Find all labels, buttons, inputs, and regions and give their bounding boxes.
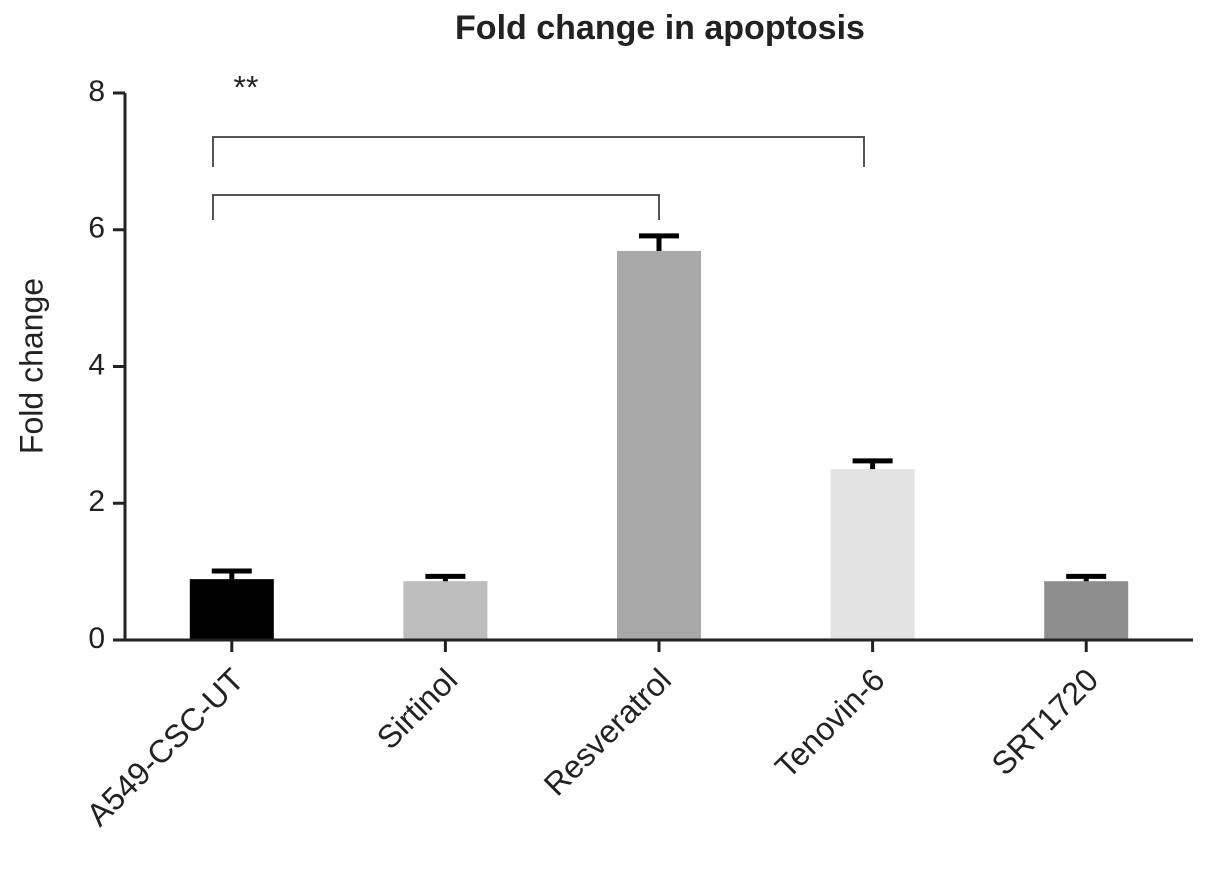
x-tick-label: A549-CSC-UT bbox=[79, 661, 250, 832]
significance-label: ** bbox=[234, 69, 259, 105]
error-bar bbox=[852, 458, 893, 470]
bar bbox=[1044, 581, 1129, 640]
y-tick-label: 4 bbox=[88, 348, 105, 381]
error-bar bbox=[425, 573, 466, 582]
x-tick-label: SRT1720 bbox=[984, 661, 1105, 782]
x-tick-label: Tenovin-6 bbox=[768, 661, 892, 785]
bar bbox=[189, 579, 274, 640]
x-tick-label: Resveratrol bbox=[537, 661, 678, 802]
y-tick-label: 8 bbox=[88, 75, 105, 108]
error-bar bbox=[211, 568, 252, 580]
error-bar bbox=[639, 233, 679, 251]
x-tick-label: Sirtinol bbox=[370, 661, 465, 756]
bar bbox=[830, 469, 915, 640]
significance-bracket bbox=[212, 194, 660, 220]
error-bar bbox=[1066, 573, 1107, 582]
chart-title: Fold change in apoptosis bbox=[455, 9, 865, 47]
bar bbox=[403, 581, 488, 640]
y-axis-label: Fold change bbox=[13, 278, 49, 454]
y-tick-label: 2 bbox=[88, 485, 105, 518]
y-tick-label: 0 bbox=[88, 622, 105, 655]
bar bbox=[617, 250, 701, 641]
significance-bracket bbox=[212, 136, 865, 167]
y-tick-label: 6 bbox=[88, 212, 105, 245]
